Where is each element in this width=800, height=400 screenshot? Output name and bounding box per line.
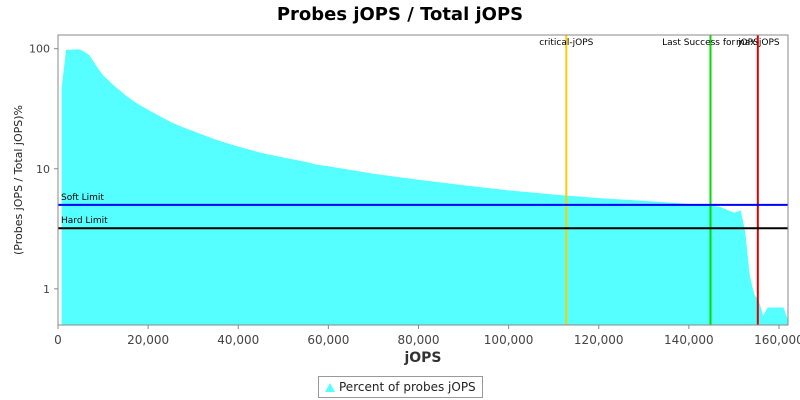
x-tick-label: 60,000 (307, 333, 349, 347)
axes-layer: 0 20,000 40,000 60,000 80,000 100,000 120,000 1… (29, 43, 800, 347)
x-tick-label: 140,000 (664, 333, 714, 347)
y-tick-label: 10 (36, 163, 50, 176)
y-tick-label: 100 (29, 43, 50, 56)
hline-label: Hard Limit (61, 216, 108, 226)
legend-swatch-icon (325, 382, 335, 392)
plot-frame (57, 34, 789, 326)
x-tick-label: 80,000 (397, 333, 439, 347)
x-tick-label: 100,000 (484, 333, 534, 347)
x-tick-label: 20,000 (127, 333, 169, 347)
reference-lines-layer: critical-jOPS Last Success for jOPSmax-jO… (58, 35, 788, 325)
x-tick-label: 40,000 (217, 333, 259, 347)
vline-label: critical-jOPS (539, 38, 593, 48)
x-tick-label: 120,000 (574, 333, 624, 347)
hline-label: Soft Limit (61, 193, 104, 203)
vline-label: Last Success for jOPS (662, 38, 759, 48)
vline-label: max-jOPS (736, 38, 780, 48)
y-tick-label: 1 (43, 283, 50, 296)
legend-label: Percent of probes jOPS (339, 380, 476, 394)
series-layer (61, 49, 789, 325)
x-tick-label: 0 (54, 333, 62, 347)
series-area (61, 49, 789, 325)
x-axis-label: jOPS (403, 350, 441, 366)
legend: Percent of probes jOPS (318, 376, 483, 398)
y-axis-label: (Probes jOPS / Total jOPS)% (12, 105, 25, 255)
x-tick-label: 160,000 (754, 333, 800, 347)
chart-title: Probes jOPS / Total jOPS (277, 4, 523, 25)
